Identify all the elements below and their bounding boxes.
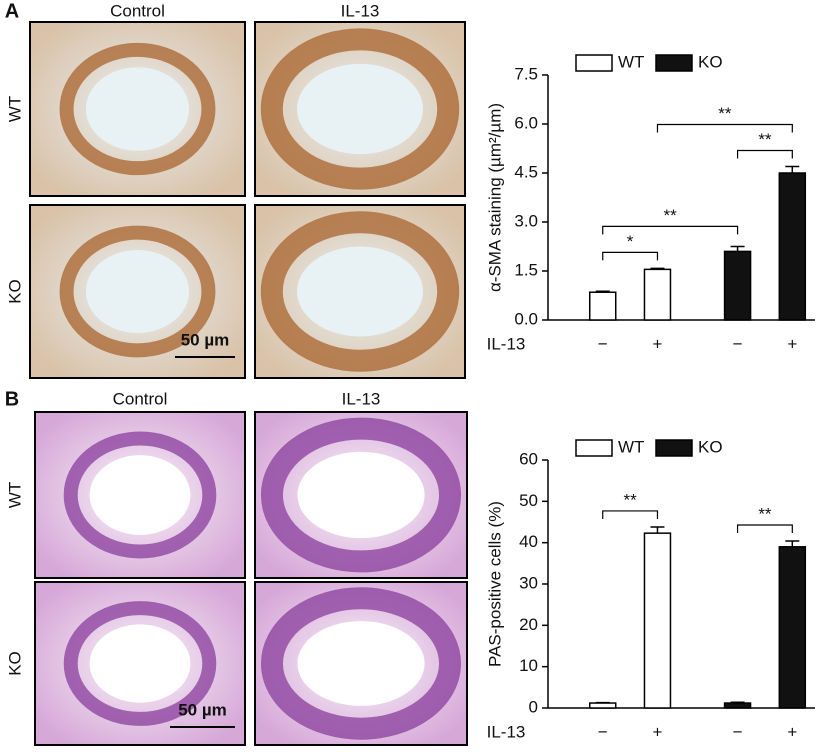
airway-lumen [86,67,189,151]
x-tick-label: − [598,334,608,353]
error-bar [731,702,745,703]
x-tick-label: − [733,722,743,741]
y-tick-label: 20 [519,615,538,634]
y-tick-label: 60 [519,449,538,468]
bar [725,703,751,708]
row-label: WT [5,482,24,508]
bar [644,533,670,708]
airway-lumen [297,452,424,538]
bar [779,547,805,708]
y-tick-label: 1.5 [514,260,538,279]
error-bar [785,541,799,547]
bar [725,251,751,320]
x-tick-label: − [598,722,608,741]
bar [590,703,616,708]
error-bar [785,166,799,173]
significance-label: ** [758,130,772,149]
row-label: KO [5,651,24,676]
y-tick-label: 30 [519,573,538,592]
x-tick-label: + [653,334,663,353]
column-label: Control [110,1,165,20]
column-label: IL-13 [341,1,380,20]
x-axis-label: IL-13 [487,334,526,353]
significance-bracket [603,226,738,234]
bar [590,292,616,320]
y-tick-label: 4.5 [514,162,538,181]
airway-lumen [297,247,423,337]
airway-lumen [90,455,191,535]
x-tick-label: − [733,334,743,353]
significance-label: ** [664,206,678,225]
x-tick-label: + [787,722,797,741]
legend-label: KO [698,52,723,71]
y-axis-label: α-SMA staining (µm²/µm) [485,103,504,292]
y-axis-label: PAS-positive cells (%) [485,501,504,667]
y-tick-label: 6.0 [514,113,538,132]
y-tick-label: 7.5 [514,64,538,83]
significance-bracket [738,150,793,158]
y-tick-label: 0 [529,697,538,716]
significance-label: ** [718,104,732,123]
x-axis-label: IL-13 [487,722,526,741]
y-tick-label: 40 [519,532,538,551]
bar [779,173,805,320]
row-label: KO [5,279,24,304]
error-bar [650,527,664,533]
legend-label: KO [698,437,723,456]
significance-bracket [738,525,793,533]
legend-label: WT [618,437,644,456]
significance-bracket [603,252,658,260]
column-label: IL-13 [342,389,381,408]
significance-label: ** [758,504,772,523]
airway-lumen [86,250,189,333]
bar [644,269,670,320]
y-tick-label: 3.0 [514,211,538,230]
airway-lumen [297,64,423,154]
significance-bracket [657,124,792,132]
y-tick-label: 0.0 [514,309,538,328]
legend-swatch [656,55,692,71]
panel-label: A [5,0,19,22]
legend-swatch [656,440,692,456]
scale-bar-label: 50 µm [181,330,230,349]
significance-bracket [603,511,658,519]
row-label: WT [5,96,24,122]
panel-label: B [5,388,19,410]
legend-swatch [576,55,612,71]
column-label: Control [113,389,168,408]
x-tick-label: + [653,722,663,741]
airway-lumen [297,621,424,706]
significance-label: ** [623,490,637,509]
significance-label: * [627,232,634,251]
legend-label: WT [618,52,644,71]
scale-bar-label: 50 µm [178,700,227,719]
legend-swatch [576,440,612,456]
y-tick-label: 50 [519,491,538,510]
airway-lumen [90,624,191,702]
y-tick-label: 10 [519,656,538,675]
x-tick-label: + [787,334,797,353]
